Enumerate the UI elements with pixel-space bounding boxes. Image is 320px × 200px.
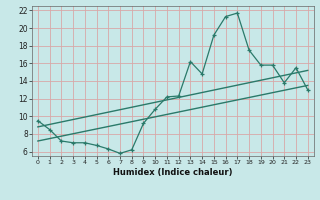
X-axis label: Humidex (Indice chaleur): Humidex (Indice chaleur) [113, 168, 233, 177]
